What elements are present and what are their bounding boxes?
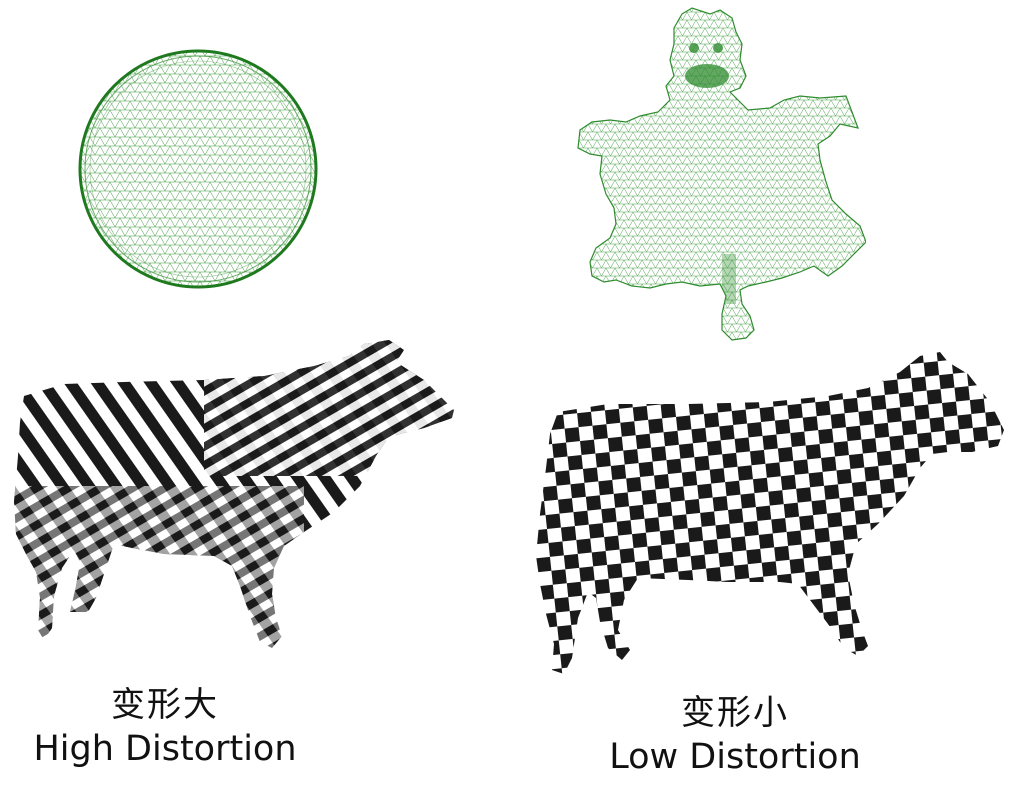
flattened-uv-mesh-icon bbox=[577, 7, 866, 341]
caption-en-high: High Distortion bbox=[33, 729, 297, 770]
circular-uv-mesh-icon bbox=[78, 49, 318, 289]
caption-en-low: Low Distortion bbox=[609, 737, 861, 778]
caption-cn-low: 变形小 bbox=[681, 693, 789, 733]
caption-high-distortion: 变形大 High Distortion bbox=[20, 685, 310, 770]
checkerboard-cow-icon bbox=[536, 352, 1004, 674]
checkerboard-cow-icon bbox=[14, 340, 454, 648]
caption-cn-high: 变形大 bbox=[111, 685, 219, 725]
caption-low-distortion: 变形小 Low Distortion bbox=[590, 693, 880, 778]
